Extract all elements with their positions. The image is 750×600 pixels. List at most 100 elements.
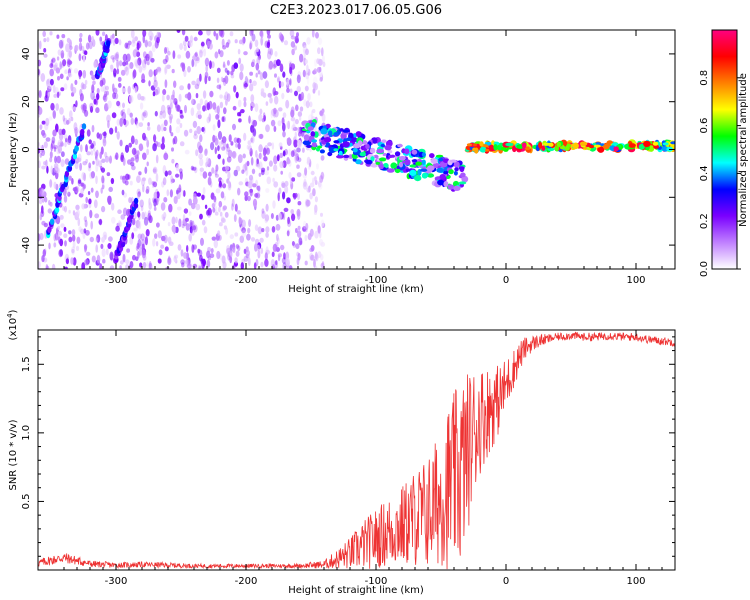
spectrogram-blob <box>89 102 94 111</box>
spectrogram-blob <box>134 138 139 145</box>
spectrogram-blob <box>267 47 272 55</box>
spectrogram-blob <box>270 119 276 127</box>
spectrogram-blob <box>277 76 281 83</box>
spectrogram-blob <box>254 103 259 113</box>
spectrogram-x-tick-label: -300 <box>105 275 128 286</box>
spectrogram-blob <box>126 63 131 70</box>
spectrogram-blob <box>142 261 147 269</box>
spectrogram-blob <box>235 250 240 257</box>
spectrogram-blob <box>162 58 168 65</box>
spectrogram-blob <box>214 211 219 216</box>
spectrogram-blob <box>259 108 263 115</box>
spectrogram-blob <box>96 93 100 100</box>
spectrogram-blob <box>231 264 236 269</box>
spectrogram-blob <box>266 30 271 36</box>
spectrogram-blob <box>85 229 90 236</box>
spectrogram-blob <box>55 67 61 74</box>
spectrogram-blob <box>317 145 323 149</box>
spectrogram-blob <box>184 149 190 155</box>
spectrogram-blob <box>224 211 229 218</box>
spectrogram-blob <box>286 78 289 86</box>
spectrogram-blob <box>199 167 204 172</box>
spectrogram-blob <box>122 207 128 217</box>
spectrogram-blob <box>303 178 307 187</box>
spectrogram-blob <box>279 161 284 169</box>
spectrogram-blob <box>237 99 242 108</box>
spectrogram-blob <box>93 60 97 68</box>
spectrogram-blob <box>192 196 198 205</box>
spectrogram-blob <box>132 49 137 58</box>
spectrogram-blob <box>165 54 169 63</box>
spectrogram-blob <box>257 70 261 75</box>
spectrogram-blob <box>231 198 235 207</box>
spectrogram-blob <box>375 161 381 165</box>
spectrogram-blob <box>50 59 54 67</box>
spectrogram-blob <box>328 147 336 153</box>
spectrogram-blob <box>132 37 136 44</box>
spectrogram-blob <box>259 36 264 43</box>
spectrogram-blob <box>209 90 214 98</box>
spectrogram-blob <box>138 246 143 256</box>
spectrogram-blob <box>311 30 315 38</box>
spectrogram-blob <box>312 88 316 94</box>
spectrogram-blob <box>45 117 50 127</box>
spectrogram-blob <box>304 59 308 65</box>
spectrogram-blob <box>265 203 269 212</box>
spectrogram-blob <box>64 158 70 165</box>
spectrogram-blob <box>263 156 268 162</box>
spectrogram-blob <box>113 68 117 77</box>
spectrogram-blob <box>159 112 163 120</box>
spectrogram-blob <box>291 124 296 132</box>
spectrogram-blob <box>265 124 270 133</box>
spectrogram-blob <box>49 218 55 225</box>
spectrogram-blob <box>132 254 136 261</box>
spectrogram-blob <box>84 219 88 228</box>
spectrogram-blob <box>129 261 134 269</box>
spectrogram-blob <box>85 42 90 50</box>
spectrogram-blob <box>239 63 244 72</box>
spectrogram-blob <box>173 196 178 204</box>
spectrogram-blob <box>297 157 302 163</box>
spectrogram-blob <box>91 71 95 78</box>
spectrogram-feature-line <box>94 39 111 80</box>
spectrogram-blob <box>163 126 167 132</box>
spectrogram-blob <box>317 225 321 234</box>
spectrogram-blob <box>138 171 142 176</box>
spectrogram-blob <box>109 265 115 269</box>
spectrogram-blob <box>176 118 181 125</box>
spectrogram-blob <box>133 227 138 232</box>
colorbar-tick-label: 0.6 <box>699 118 710 134</box>
snr-y-scale-prefix: (x10 <box>8 318 19 341</box>
spectrogram-blob <box>222 183 227 189</box>
spectrogram-blob <box>127 174 131 180</box>
spectrogram-blob <box>355 159 362 165</box>
spectrogram-blob <box>152 238 156 247</box>
spectrogram-blob <box>64 69 68 74</box>
spectrogram-blob <box>75 245 80 251</box>
spectrogram-blob <box>93 199 98 209</box>
spectrogram-blob <box>218 30 224 37</box>
spectrogram-blob <box>148 215 153 224</box>
spectrogram-blob <box>137 193 140 200</box>
spectrogram-blob <box>271 226 276 233</box>
spectrogram-blob <box>313 68 318 75</box>
spectrogram-blob <box>218 180 222 188</box>
spectrogram-blob <box>107 100 112 109</box>
spectrogram-blob <box>38 142 41 147</box>
spectrogram-blob <box>449 159 457 163</box>
spectrogram-blob <box>107 120 110 129</box>
spectrogram-blob <box>144 55 148 65</box>
spectrogram-blob <box>167 170 172 176</box>
spectrogram-blob <box>75 204 80 211</box>
spectrogram-blob <box>167 236 172 244</box>
spectrogram-blob <box>258 172 262 177</box>
spectrogram-blob <box>49 63 54 69</box>
spectrogram-blob <box>171 178 175 183</box>
snr-x-tick-label: -100 <box>365 576 388 587</box>
spectrogram-blob <box>242 153 246 159</box>
spectrogram-blob <box>328 130 333 137</box>
spectrogram-blob <box>62 115 65 122</box>
spectrogram-blob <box>266 166 270 171</box>
spectrogram-blob <box>210 142 215 151</box>
spectrogram-blob <box>52 109 56 118</box>
